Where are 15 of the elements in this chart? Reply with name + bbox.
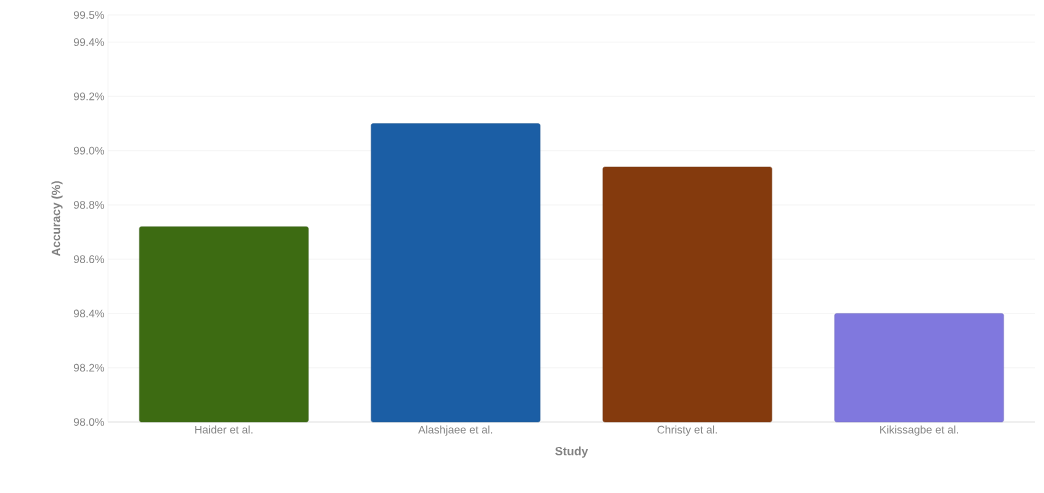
y-tick-label: 99.5% bbox=[73, 11, 105, 19]
y-axis-title: Accuracy (%) bbox=[51, 181, 63, 257]
y-tick-label: 98.8% bbox=[73, 201, 105, 209]
y-tick-label: 98.4% bbox=[73, 309, 105, 318]
x-axis-title: Study bbox=[555, 446, 589, 458]
y-tick-label: 98.6% bbox=[73, 255, 105, 264]
y-tick-label: 98.2% bbox=[73, 363, 105, 372]
x-tick-label: Haider et al. bbox=[195, 425, 253, 434]
x-tick-label: Kikissagbe et al. bbox=[880, 425, 959, 436]
y-tick-label: 99.4% bbox=[73, 38, 105, 47]
y-tick-label: 98.0% bbox=[73, 418, 105, 426]
x-tick-label: Christy et al. bbox=[657, 425, 717, 436]
y-tick-label: 99.2% bbox=[73, 92, 105, 101]
y-tick-label: 99.0% bbox=[73, 146, 105, 155]
x-tick-label: Alashjaee et al. bbox=[418, 425, 493, 436]
